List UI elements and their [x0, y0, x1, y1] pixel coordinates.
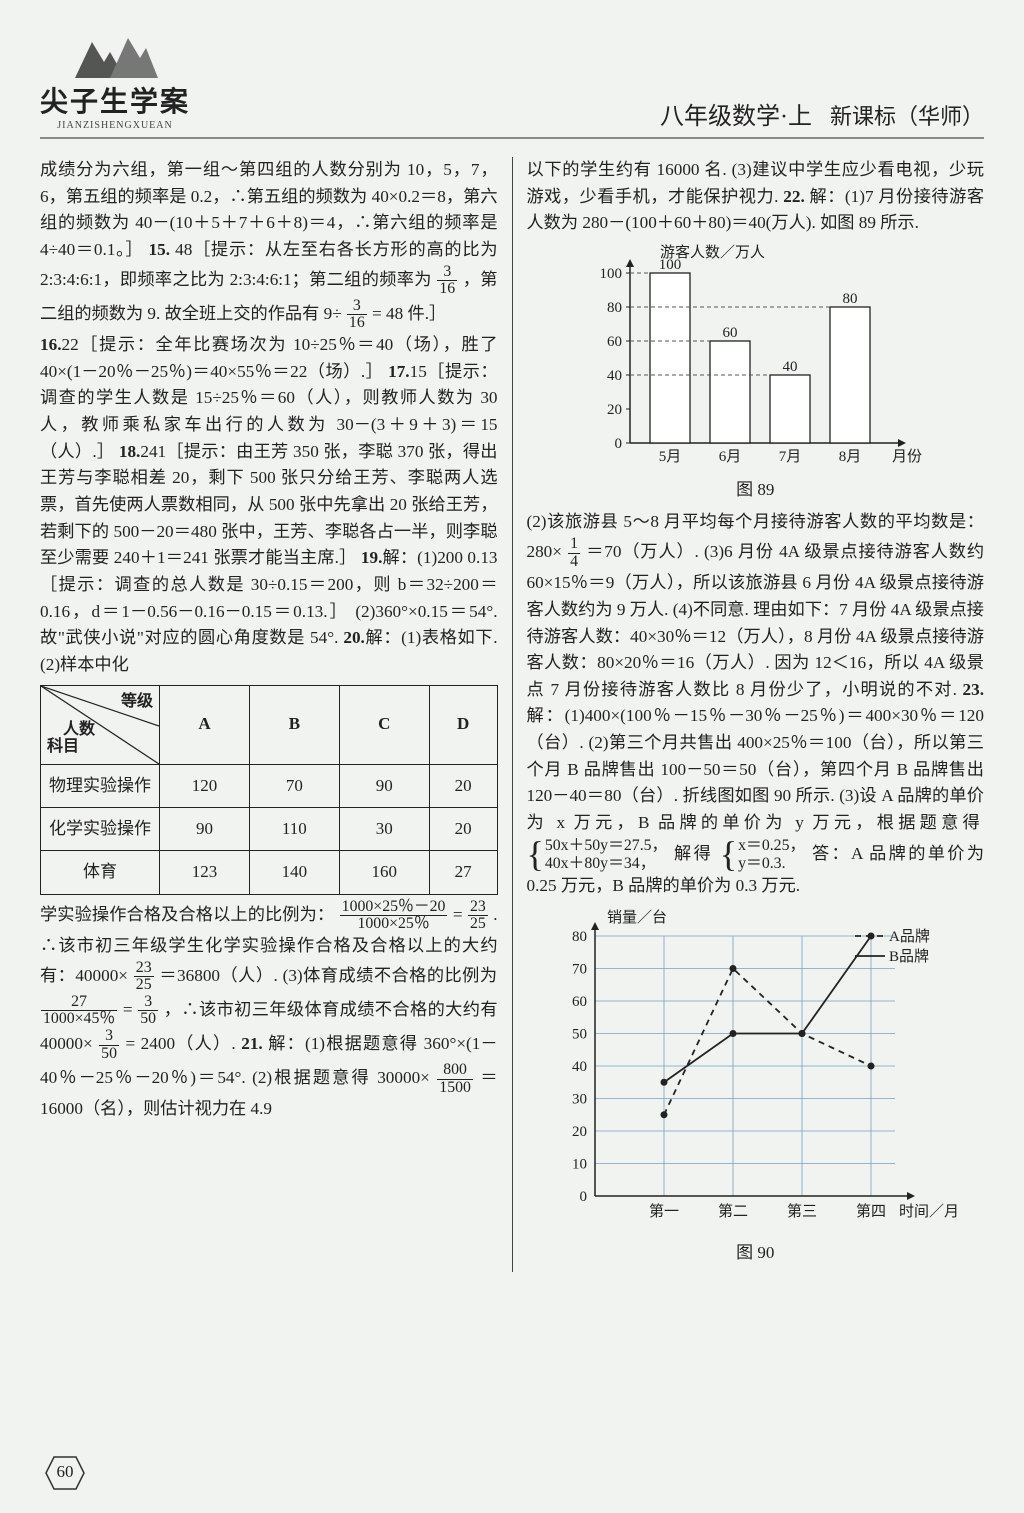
- svg-text:0: 0: [615, 436, 623, 452]
- logo-pinyin: JIANZISHENGXUEAN: [57, 120, 172, 131]
- header-sub: 新课标（华师）: [830, 104, 984, 129]
- table-row: 化学实验操作 90 110 30 20: [41, 807, 498, 850]
- logo-title: 尖子生学案: [40, 80, 190, 120]
- grade-table: 等级 人数 科目 A B C D 物理实验操作 120 70 90 20: [40, 685, 498, 895]
- svg-text:0: 0: [580, 1189, 588, 1205]
- svg-text:第四: 第四: [856, 1202, 886, 1220]
- left-text: 学实验操作合格及合格以上的比例为： 1000×25％－201000×25％ = …: [40, 899, 498, 1123]
- svg-text:30: 30: [572, 1091, 587, 1107]
- svg-text:60: 60: [607, 334, 622, 350]
- right-text: (2)该旅游县 5～8 月平均每个月接待游客人数的平均数是：280× 14 ＝7…: [526, 509, 984, 899]
- page-header: 尖子生学案 JIANZISHENGXUEAN 八年级数学·上 新课标（华师）: [40, 30, 984, 139]
- svg-text:10: 10: [572, 1156, 587, 1172]
- header-right: 八年级数学·上 新课标（华师）: [660, 96, 984, 131]
- col-header: B: [249, 685, 339, 764]
- svg-text:70: 70: [572, 961, 587, 977]
- svg-text:80: 80: [572, 929, 587, 945]
- col-header: C: [339, 685, 429, 764]
- page: 尖子生学案 JIANZISHENGXUEAN 八年级数学·上 新课标（华师） 成…: [0, 0, 1024, 1513]
- content-columns: 成绩分为六组，第一组～第四组的人数分别为 10，5，7，6，第五组的频率是 0.…: [40, 157, 984, 1272]
- svg-text:第二: 第二: [718, 1202, 748, 1220]
- svg-text:60: 60: [723, 325, 738, 341]
- svg-text:40: 40: [783, 359, 798, 375]
- equation-system: { 50x＋50y＝27.5，40x＋80y＝34，: [526, 837, 667, 873]
- svg-text:第三: 第三: [787, 1202, 817, 1220]
- svg-text:100: 100: [659, 257, 682, 273]
- diagonal-header: 等级 人数 科目: [41, 685, 160, 764]
- left-text: 成绩分为六组，第一组～第四组的人数分别为 10，5，7，6，第五组的频率是 0.…: [40, 157, 498, 332]
- column-divider: [512, 157, 513, 1272]
- left-column: 成绩分为六组，第一组～第四组的人数分别为 10，5，7，6，第五组的频率是 0.…: [40, 157, 498, 1272]
- right-column: 以下的学生约有 16000 名. (3)建议中学生应少看电视，少玩游戏，少看手机…: [526, 157, 984, 1272]
- svg-text:60: 60: [572, 994, 587, 1010]
- svg-text:6月: 6月: [719, 449, 742, 465]
- right-text: 以下的学生约有 16000 名. (3)建议中学生应少看电视，少玩游戏，少看手机…: [526, 157, 984, 237]
- left-text: 16.22［提示：全年比赛场次为 10÷25％＝40（场），胜了 40×(1－2…: [40, 332, 498, 679]
- svg-text:20: 20: [572, 1124, 587, 1140]
- svg-text:80: 80: [843, 291, 858, 307]
- svg-text:7月: 7月: [779, 449, 802, 465]
- svg-text:5月: 5月: [659, 449, 682, 465]
- logo-block: 尖子生学案 JIANZISHENGXUEAN: [40, 30, 190, 131]
- col-header: A: [160, 685, 250, 764]
- page-number-badge: 60: [44, 1455, 86, 1491]
- table-row: 物理实验操作 120 70 90 20: [41, 764, 498, 807]
- svg-text:第一: 第一: [649, 1202, 679, 1220]
- mountain-icon: [70, 30, 160, 80]
- svg-text:A品牌: A品牌: [889, 928, 930, 945]
- svg-text:时间／月: 时间／月: [899, 1203, 959, 1220]
- svg-text:50: 50: [572, 1026, 587, 1042]
- figure-caption: 图 90: [526, 1240, 984, 1266]
- svg-text:80: 80: [607, 300, 622, 316]
- equation-system: { x＝0.25，y＝0.3.: [720, 837, 806, 873]
- bar-chart-89: 020406080100游客人数／万人1005月606月407月808月月份: [575, 243, 935, 473]
- svg-text:8月: 8月: [839, 449, 862, 465]
- svg-text:40: 40: [572, 1059, 587, 1075]
- svg-text:20: 20: [607, 402, 622, 418]
- col-header: D: [429, 685, 497, 764]
- svg-text:100: 100: [600, 266, 623, 282]
- figure-caption: 图 89: [526, 477, 984, 503]
- fraction: 316: [437, 264, 457, 298]
- line-chart-90: 0 10 20 30 40 50 60 70 80 销量／台第一 第二 第三 第四时间／月 A品牌 B品牌: [545, 906, 965, 1236]
- svg-text:40: 40: [607, 368, 622, 384]
- table-row: 体育 123 140 160 27: [41, 851, 498, 894]
- header-main: 八年级数学·上: [660, 104, 812, 130]
- svg-text:销量／台: 销量／台: [607, 909, 667, 926]
- svg-text:月份: 月份: [892, 448, 922, 465]
- svg-text:B品牌: B品牌: [889, 948, 929, 965]
